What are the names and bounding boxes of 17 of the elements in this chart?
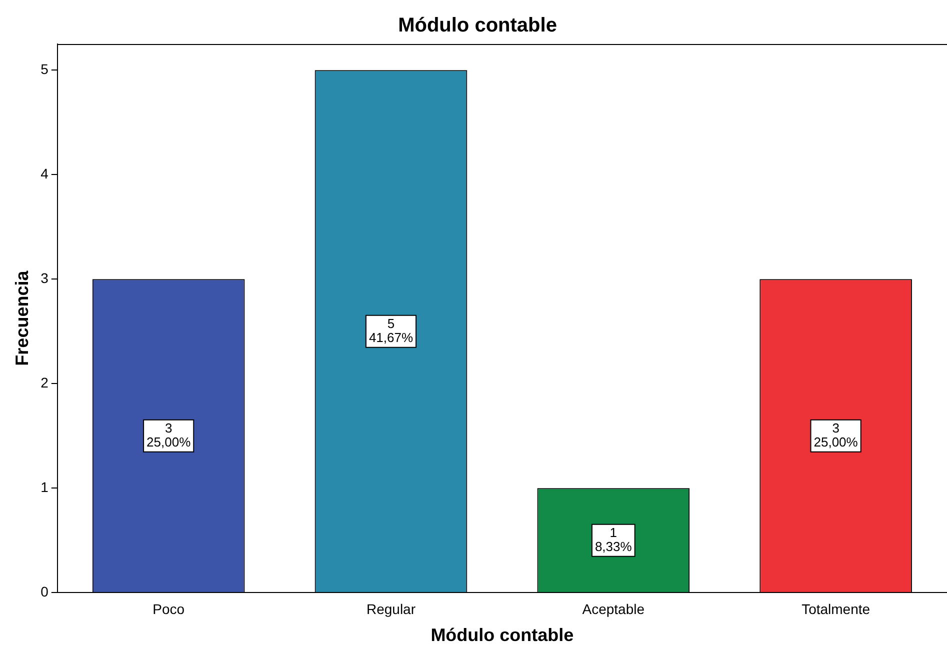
y-tick-label: 0 — [40, 583, 49, 600]
y-tick-label: 1 — [40, 478, 49, 495]
y-tick-label: 4 — [40, 165, 49, 182]
chart-title: Módulo contable — [398, 14, 557, 37]
y-tick-label: 3 — [40, 270, 49, 286]
y-tick-label: 2 — [40, 374, 49, 390]
data-label: 3 25,00% — [146, 420, 192, 450]
x-tick-label: Poco — [152, 600, 185, 617]
y-tick-label: 5 — [40, 60, 49, 77]
x-tick-label: Regular — [366, 600, 416, 617]
x-tick-label: Totalmente — [802, 600, 870, 617]
x-axis-title: Módulo contable — [430, 625, 574, 646]
data-label: 3 25,00% — [814, 420, 858, 450]
y-axis-title: Frecuencia — [12, 270, 32, 366]
x-tick-label: Aceptable — [582, 600, 645, 617]
data-label: 5 41,67% — [368, 316, 414, 345]
data-label: 1 8,33% — [594, 524, 632, 554]
